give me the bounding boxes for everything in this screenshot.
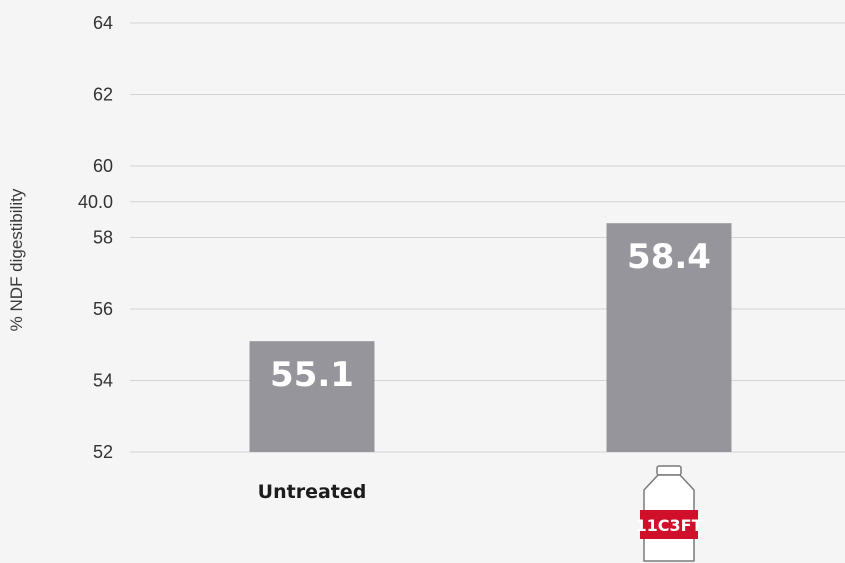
category-labels: Untreated 11C3FT [258,465,703,562]
category-label: Untreated [258,481,367,503]
category-label: 11C3FT [636,516,703,535]
gridlines [130,22,845,453]
y-tick-label: 62 [93,85,113,105]
y-tick-label: 58 [93,228,113,248]
data-label: 58.4 [627,237,711,277]
y-tick-label: 40.0 [78,192,113,212]
y-tick-label: 56 [93,299,113,319]
bars: 55.1 58.4 [249,223,732,452]
bar-untreated [249,341,375,452]
bottle-icon: 11C3FT [636,465,703,562]
product-label-badge [640,510,698,539]
y-axis-label: % NDF digestibility [7,188,26,331]
y-tick-label: 52 [93,442,113,462]
bottle-cap [656,465,682,476]
y-tick-label: 54 [93,371,113,391]
y-axis-ticks: 52 54 56 58 40.0 60 62 64 [78,13,113,462]
bar-11c3ft [606,223,732,452]
data-label: 55.1 [270,355,354,395]
y-tick-label: 64 [93,13,113,33]
y-tick-label: 60 [93,156,113,176]
